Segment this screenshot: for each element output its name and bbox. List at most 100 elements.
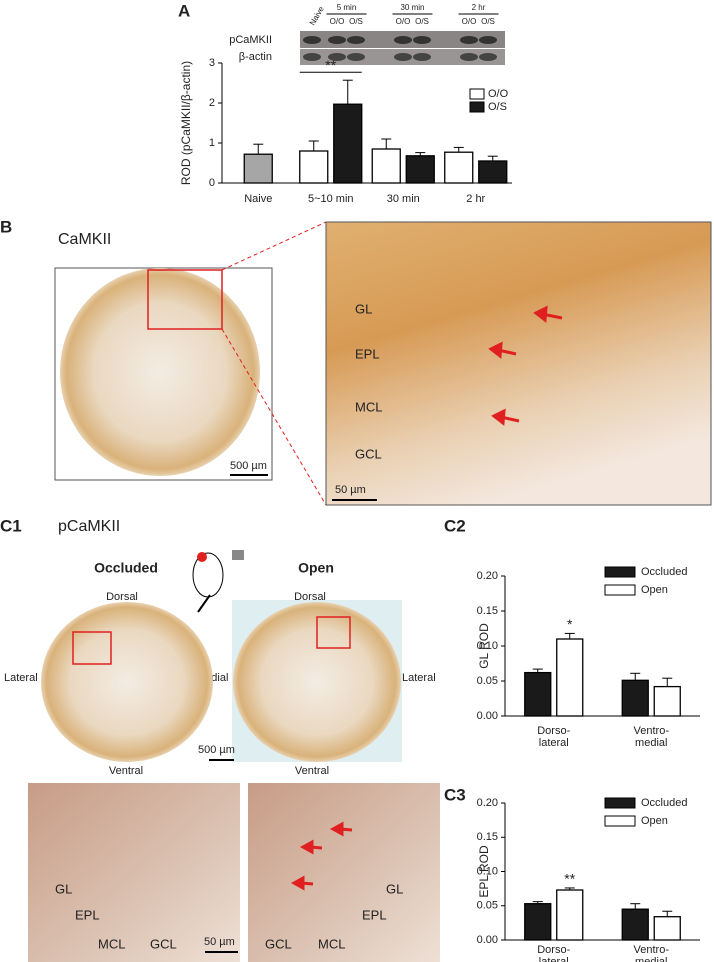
x-tick-label: Dorso-lateral <box>537 944 570 962</box>
condition-label: Occluded <box>94 560 158 576</box>
layer-label: MCL <box>98 936 125 951</box>
band <box>394 36 412 44</box>
blot-label: pCaMKII <box>229 34 272 46</box>
band <box>303 53 321 61</box>
layer-label: GL <box>386 881 403 896</box>
y-axis-label: GL ROD <box>477 623 491 669</box>
lane-label: O/O <box>330 17 345 26</box>
y-tick-label: 0 <box>209 177 215 189</box>
lane-label: O/O <box>396 17 411 26</box>
band <box>347 53 365 61</box>
image-frame <box>248 783 440 962</box>
significance: * <box>567 616 573 632</box>
panel-label: A <box>178 1 190 20</box>
inset-box <box>147 269 223 330</box>
arrows <box>488 305 563 426</box>
y-tick-label: 0.20 <box>477 797 498 809</box>
bar <box>653 685 681 717</box>
bar <box>405 155 435 184</box>
y-axis-label: ROD (pCaMKII/β-actin) <box>179 61 193 185</box>
orientation-label: Dorsal <box>294 591 326 603</box>
arrows <box>290 821 353 891</box>
y-tick-label: 0.10 <box>477 640 498 652</box>
lane-label: O/S <box>481 17 495 26</box>
legend-label: Occluded <box>641 566 687 578</box>
legend-label: Occluded <box>641 797 687 809</box>
y-tick-label: 0.15 <box>477 831 498 843</box>
y-tick-label: 0.20 <box>477 570 498 582</box>
time-label: 2 hr <box>472 3 486 12</box>
lane-label: O/S <box>415 17 429 26</box>
y-axis-label: EPL ROD <box>477 845 491 898</box>
band <box>479 53 497 61</box>
x-tick-label: 2 hr <box>466 193 485 205</box>
inset-box <box>72 631 112 665</box>
band <box>303 36 321 44</box>
zoom-line <box>221 221 327 271</box>
layer-label: EPL <box>355 346 380 361</box>
orientation-label: Ventral <box>295 765 329 777</box>
bar <box>621 908 649 941</box>
band <box>460 36 478 44</box>
y-tick-label: 1 <box>209 137 215 149</box>
legend-swatch <box>469 88 485 100</box>
tissue <box>41 602 213 762</box>
layer-label: EPL <box>75 907 100 922</box>
band <box>413 53 431 61</box>
bar <box>243 153 273 184</box>
significance: ** <box>564 871 575 887</box>
condition-label: Open <box>298 560 334 576</box>
scale-label: 500 µm <box>230 460 267 472</box>
layer-label: GCL <box>265 936 292 951</box>
band <box>328 36 346 44</box>
stain-label: pCaMKII <box>58 518 120 535</box>
bar <box>653 916 681 941</box>
stain-label: CaMKII <box>58 231 111 248</box>
band <box>394 53 412 61</box>
y-tick-label: 0.10 <box>477 865 498 877</box>
y-tick-label: 0.05 <box>477 675 498 687</box>
blot-label: β-actin <box>239 51 272 63</box>
legend-label: Open <box>641 584 668 596</box>
bar <box>299 150 329 184</box>
lane-label: O/O <box>462 17 477 26</box>
y-tick-label: 0.00 <box>477 934 498 946</box>
bar <box>371 148 401 184</box>
lane-label: O/S <box>349 17 363 26</box>
layer-label: GL <box>55 881 72 896</box>
tissue <box>233 602 401 762</box>
image-frame <box>325 221 712 506</box>
bar <box>333 103 363 184</box>
layer-label: EPL <box>362 907 387 922</box>
bar <box>444 151 474 184</box>
band <box>460 53 478 61</box>
scale-label: 500 µm <box>198 744 235 756</box>
y-tick-label: 0.15 <box>477 605 498 617</box>
x-tick-label: Ventro-medial <box>634 725 670 749</box>
scale-label: 50 µm <box>335 484 366 496</box>
band <box>347 36 365 44</box>
legend-label: Open <box>641 815 668 827</box>
y-tick-label: 2 <box>209 97 215 109</box>
bar <box>524 903 552 941</box>
panel-label: C2 <box>444 516 466 535</box>
panel-label: B <box>0 217 12 236</box>
legend-swatch <box>469 101 485 113</box>
y-tick-label: 0.05 <box>477 900 498 912</box>
legend-swatch <box>604 797 636 809</box>
significance: ** <box>325 57 336 73</box>
bar <box>621 679 649 717</box>
x-tick-label: Naive <box>244 193 272 205</box>
scale-label: 50 µm <box>204 936 235 948</box>
layer-label: GCL <box>355 446 382 461</box>
x-tick-label: 30 min <box>387 193 420 205</box>
orientation-label: Lateral <box>402 672 436 684</box>
legend-swatch <box>604 566 636 578</box>
layer-label: MCL <box>318 936 345 951</box>
tissue <box>60 268 260 476</box>
inset-box <box>316 616 351 649</box>
orientation-label: Lateral <box>4 672 38 684</box>
bar <box>524 671 552 717</box>
legend-swatch <box>604 584 636 596</box>
